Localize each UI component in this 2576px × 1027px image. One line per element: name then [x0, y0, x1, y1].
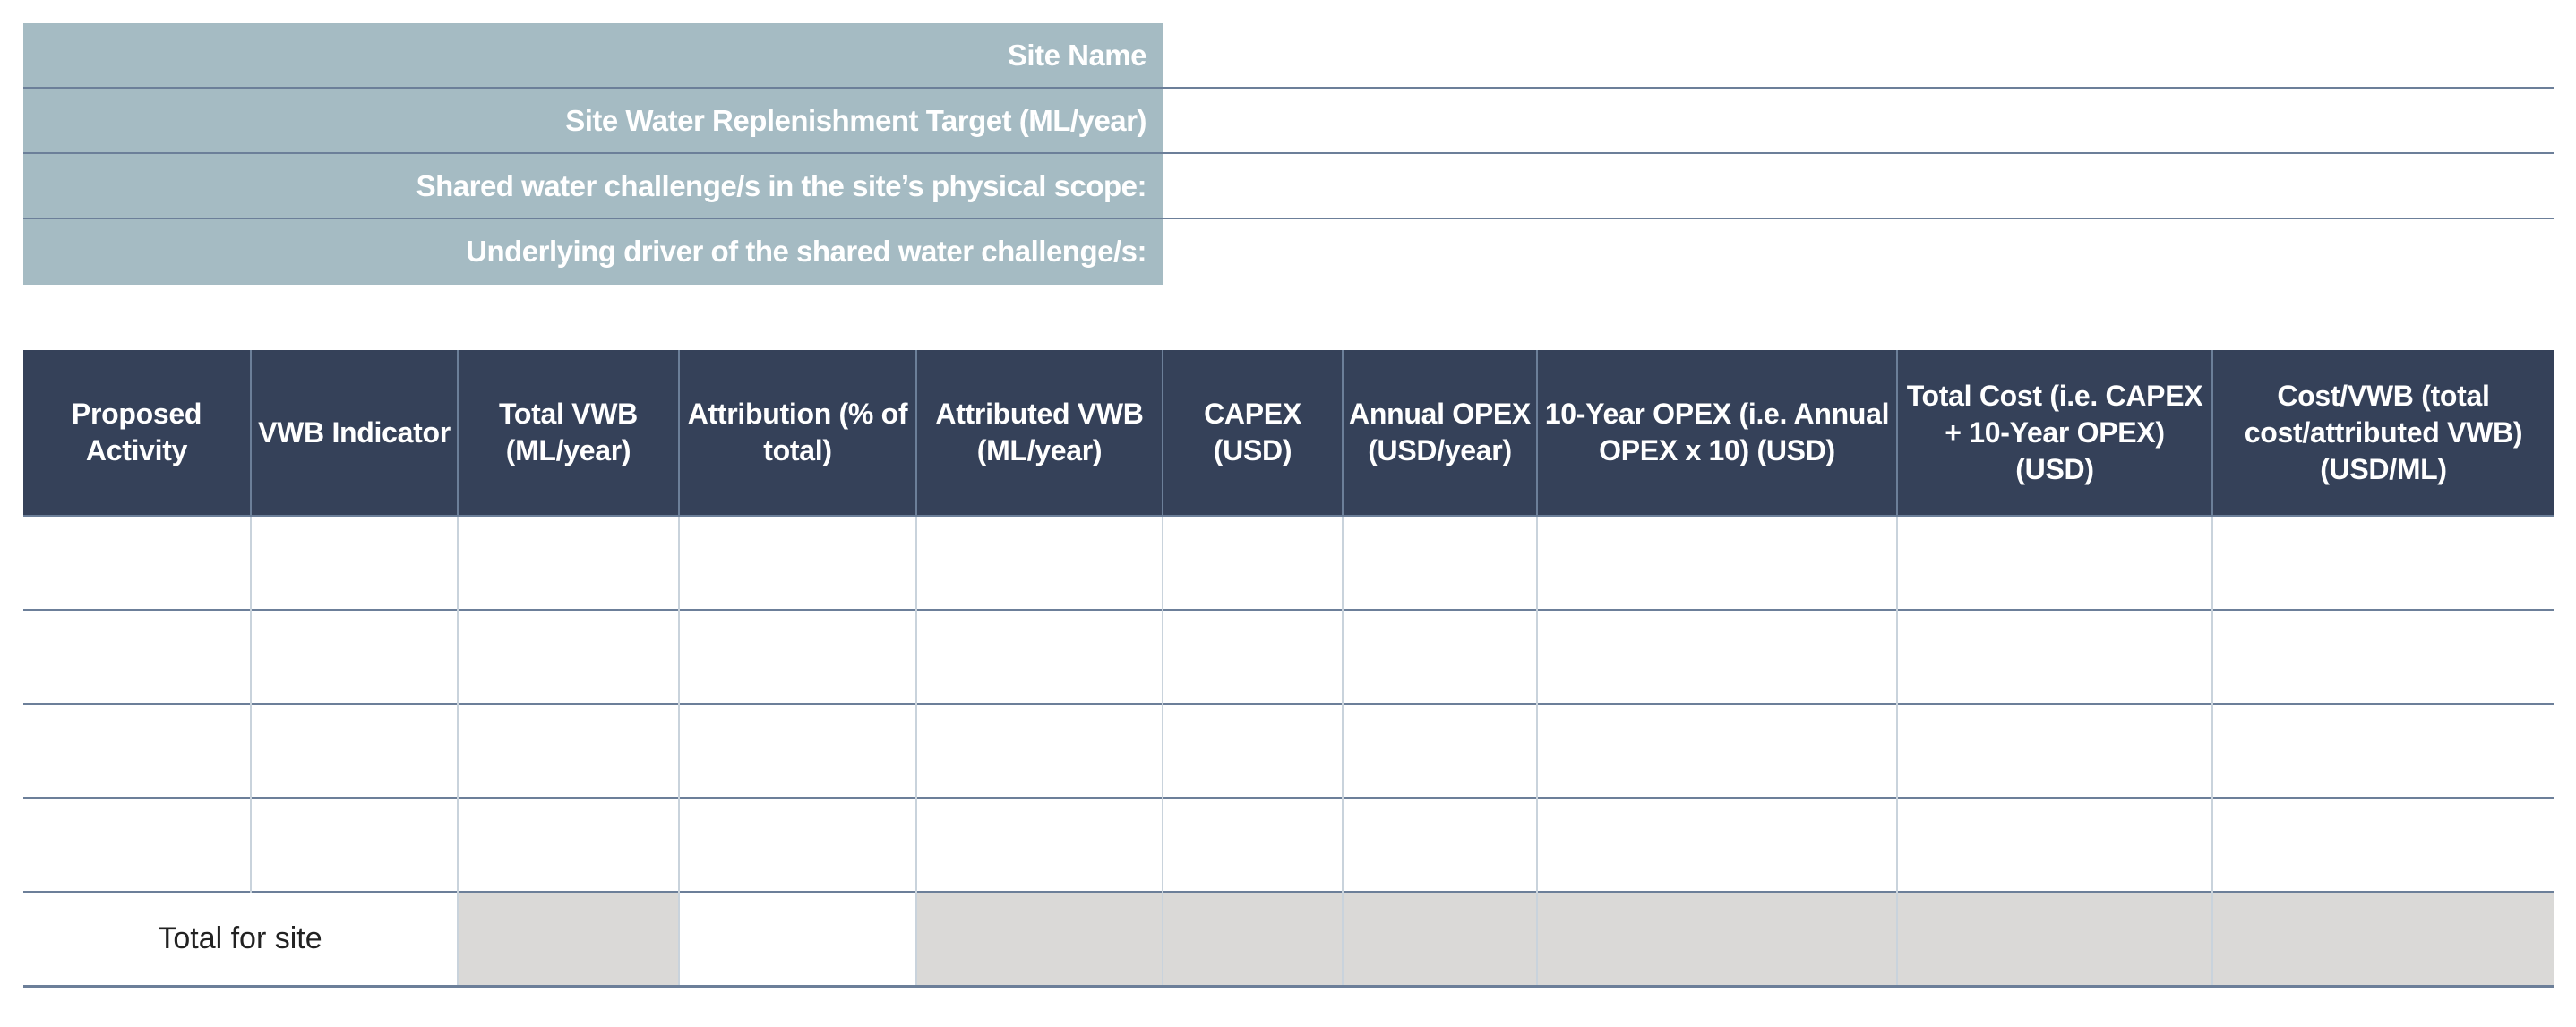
total-row: Total for site — [23, 891, 2554, 988]
cell-attributed-vwb[interactable] — [915, 515, 1163, 610]
cell-total-vwb[interactable] — [457, 609, 679, 704]
cell-vwb-indicator[interactable] — [250, 515, 458, 610]
total-cell-attribution[interactable] — [678, 891, 916, 988]
cell-attribution[interactable] — [678, 515, 916, 610]
cell-total-cost[interactable] — [1896, 609, 2212, 704]
cell-capex[interactable] — [1162, 703, 1343, 798]
site-name-label: Site Name — [23, 23, 1163, 87]
total-cell-ten-year-opex[interactable] — [1536, 891, 1897, 988]
cell-total-vwb[interactable] — [457, 515, 679, 610]
cell-total-cost[interactable] — [1896, 797, 2212, 892]
cell-ten-year-opex[interactable] — [1536, 703, 1897, 798]
column-header-vwb-indicator: VWB Indicator — [250, 350, 458, 516]
column-header-capex: CAPEX (USD) — [1162, 350, 1343, 516]
cell-cost-per-vwb[interactable] — [2211, 797, 2554, 892]
column-header-proposed-activity: Proposed Activity — [23, 350, 251, 516]
cell-attribution[interactable] — [678, 609, 916, 704]
site-name-row: Site Name — [23, 23, 2554, 89]
cell-vwb-indicator[interactable] — [250, 609, 458, 704]
cell-capex[interactable] — [1162, 609, 1343, 704]
total-cell-total-vwb[interactable] — [457, 891, 679, 988]
total-cell-attributed-vwb[interactable] — [915, 891, 1163, 988]
cell-proposed-activity[interactable] — [23, 609, 251, 704]
site-info-block: Site Name Site Water Replenishment Targe… — [23, 23, 2554, 285]
cell-ten-year-opex[interactable] — [1536, 515, 1897, 610]
shared-challenge-row: Shared water challenge/s in the site’s p… — [23, 154, 2554, 219]
cell-attribution[interactable] — [678, 703, 916, 798]
cell-vwb-indicator[interactable] — [250, 703, 458, 798]
replenishment-target-label: Site Water Replenishment Target (ML/year… — [23, 89, 1163, 152]
replenishment-target-row: Site Water Replenishment Target (ML/year… — [23, 89, 2554, 154]
cell-capex[interactable] — [1162, 515, 1343, 610]
activity-table: Proposed Activity VWB Indicator Total VWB … — [23, 350, 2554, 988]
column-header-total-cost: Total Cost (i.e. CAPEX + 10-Year OPEX) (… — [1896, 350, 2212, 516]
column-header-total-vwb: Total VWB (ML/year) — [457, 350, 679, 516]
cell-total-vwb[interactable] — [457, 797, 679, 892]
total-cell-capex[interactable] — [1162, 891, 1343, 988]
column-header-ten-year-opex: 10-Year OPEX (i.e. Annual OPEX x 10) (US… — [1536, 350, 1897, 516]
total-cell-annual-opex[interactable] — [1342, 891, 1537, 988]
cell-attributed-vwb[interactable] — [915, 703, 1163, 798]
cell-ten-year-opex[interactable] — [1536, 797, 1897, 892]
column-header-attributed-vwb: Attributed VWB (ML/year) — [915, 350, 1163, 516]
column-header-attribution: Attribution (% of total) — [678, 350, 916, 516]
replenishment-target-field[interactable] — [1163, 89, 2554, 152]
cell-annual-opex[interactable] — [1342, 703, 1537, 798]
table-row — [23, 703, 2554, 798]
cell-total-vwb[interactable] — [457, 703, 679, 798]
total-cell-total-cost[interactable] — [1896, 891, 2212, 988]
shared-challenge-field[interactable] — [1163, 154, 2554, 218]
table-row — [23, 515, 2554, 610]
cell-vwb-indicator[interactable] — [250, 797, 458, 892]
cell-attributed-vwb[interactable] — [915, 609, 1163, 704]
cell-proposed-activity[interactable] — [23, 797, 251, 892]
cell-cost-per-vwb[interactable] — [2211, 703, 2554, 798]
cell-capex[interactable] — [1162, 797, 1343, 892]
table-row — [23, 797, 2554, 892]
site-name-field[interactable] — [1163, 23, 2554, 87]
total-for-site-label: Total for site — [23, 891, 458, 988]
shared-challenge-label: Shared water challenge/s in the site’s p… — [23, 154, 1163, 218]
cell-attribution[interactable] — [678, 797, 916, 892]
table-row — [23, 609, 2554, 704]
underlying-driver-row: Underlying driver of the shared water ch… — [23, 219, 2554, 285]
cell-annual-opex[interactable] — [1342, 515, 1537, 610]
column-header-cost-per-vwb: Cost/VWB (total cost/attributed VWB) (US… — [2211, 350, 2554, 516]
cell-attributed-vwb[interactable] — [915, 797, 1163, 892]
total-cell-cost-per-vwb[interactable] — [2211, 891, 2554, 988]
underlying-driver-field[interactable] — [1163, 219, 2554, 285]
cell-total-cost[interactable] — [1896, 515, 2212, 610]
cell-ten-year-opex[interactable] — [1536, 609, 1897, 704]
underlying-driver-label: Underlying driver of the shared water ch… — [23, 219, 1163, 285]
cell-proposed-activity[interactable] — [23, 515, 251, 610]
cell-total-cost[interactable] — [1896, 703, 2212, 798]
cell-proposed-activity[interactable] — [23, 703, 251, 798]
cell-cost-per-vwb[interactable] — [2211, 515, 2554, 610]
cell-cost-per-vwb[interactable] — [2211, 609, 2554, 704]
column-header-annual-opex: Annual OPEX (USD/year) — [1342, 350, 1537, 516]
cell-annual-opex[interactable] — [1342, 609, 1537, 704]
table-header-row: Proposed Activity VWB Indicator Total VWB … — [23, 350, 2554, 516]
cell-annual-opex[interactable] — [1342, 797, 1537, 892]
